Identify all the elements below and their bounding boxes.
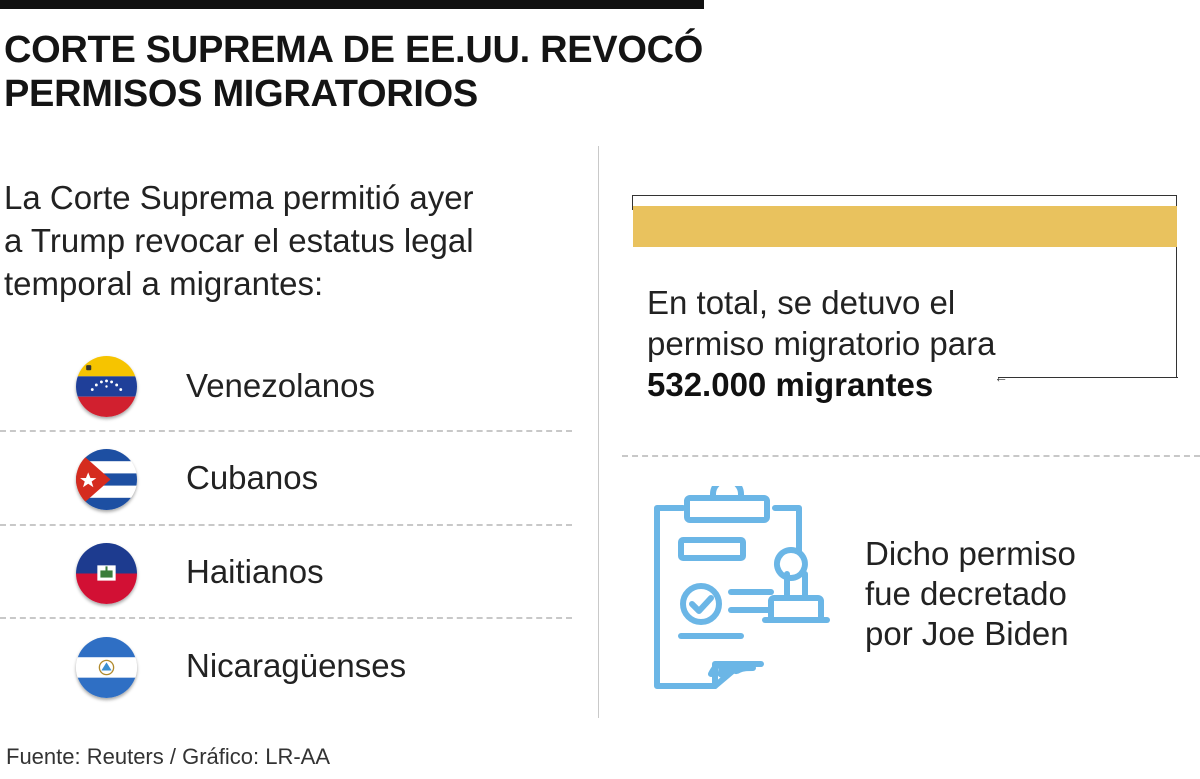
- total-line-1: En total, se detuvo el: [647, 284, 956, 321]
- column-separator: [598, 146, 599, 718]
- country-label-venezuela: Venezolanos: [186, 367, 375, 404]
- intro-line-1: La Corte Suprema permitió ayer: [4, 179, 474, 216]
- country-label-nicaragua: Nicaragüenses: [186, 647, 407, 684]
- arrow-left-icon: ←: [994, 369, 1008, 385]
- callout-frame: [631, 195, 1177, 380]
- intro-text: La Corte Suprema permitió ayer a Trump r…: [4, 176, 564, 305]
- nicaragua-flag-icon: [76, 637, 137, 698]
- row-divider: [0, 524, 572, 526]
- top-rule: [0, 0, 704, 9]
- country-row-haiti: Haitianos: [0, 526, 572, 619]
- cuba-flag-icon: [76, 449, 137, 510]
- source-credit: Fuente: Reuters / Gráfico: LR-AA: [6, 744, 331, 769]
- title-line-1: CORTE SUPREMA DE EE.UU. REVOCÓ: [4, 29, 704, 71]
- section-divider: [622, 455, 1200, 457]
- country-row-venezuela: Venezolanos: [0, 340, 572, 433]
- venezuela-flag-icon: [76, 356, 137, 417]
- page-title: CORTE SUPREMA DE EE.UU. REVOCÓ PERMISOS …: [4, 28, 764, 116]
- approved-document-icon: [654, 486, 830, 689]
- haiti-flag-icon: [76, 543, 137, 604]
- country-row-nicaragua: Nicaragüenses: [0, 620, 572, 713]
- callout-arrow-line: [998, 377, 1178, 378]
- country-label-cuba: Cubanos: [186, 459, 319, 496]
- decree-line-2: fue decretado: [865, 575, 1067, 612]
- intro-line-2: a Trump revocar el estatus legal: [4, 222, 474, 259]
- country-label-haiti: Haitianos: [186, 553, 324, 590]
- decree-line-3: por Joe Biden: [865, 615, 1069, 652]
- country-row-cuba: Cubanos: [0, 432, 572, 525]
- gold-highlight-bar: [633, 206, 1177, 247]
- intro-line-3: temporal a migrantes:: [4, 265, 324, 302]
- total-text: En total, se detuvo el permiso migratori…: [647, 282, 1067, 405]
- total-line-2: permiso migratorio para: [647, 325, 996, 362]
- decree-line-1: Dicho permiso: [865, 535, 1076, 572]
- title-line-2: PERMISOS MIGRATORIOS: [4, 73, 478, 115]
- row-divider: [0, 430, 572, 432]
- decree-text: Dicho permiso fue decretado por Joe Bide…: [865, 534, 1185, 654]
- total-highlight: 532.000 migrantes: [647, 366, 934, 403]
- row-divider: [0, 617, 572, 619]
